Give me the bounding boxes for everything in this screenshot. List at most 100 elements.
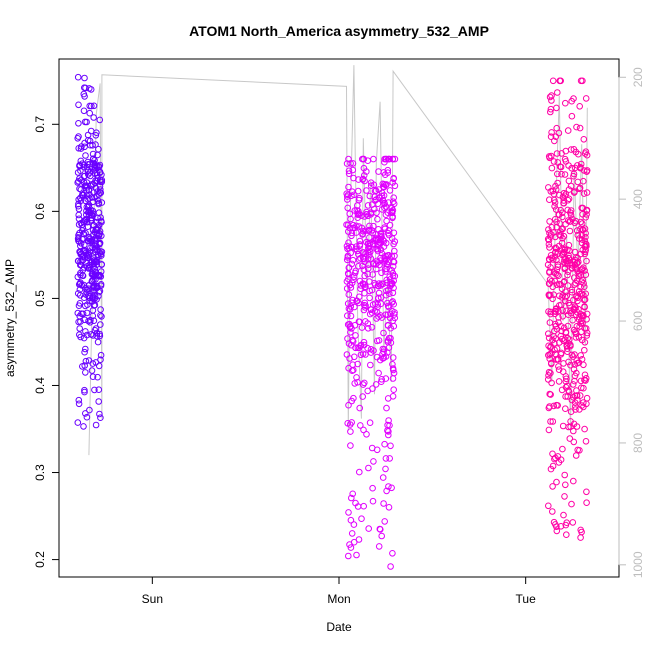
data-point (357, 254, 364, 262)
data-point (574, 297, 581, 305)
data-point (573, 392, 581, 399)
data-point (84, 167, 91, 174)
data-point (382, 455, 390, 462)
data-point (389, 207, 397, 214)
data-point (79, 248, 87, 255)
data-point (350, 174, 357, 182)
data-point (561, 493, 568, 500)
data-point (360, 426, 367, 434)
data-point (92, 325, 100, 332)
data-point (581, 425, 588, 433)
data-point (571, 306, 578, 314)
data-point (97, 351, 105, 359)
data-point (582, 271, 590, 279)
data-point (546, 269, 553, 276)
plot-frame (58, 58, 620, 578)
data-point (76, 161, 83, 169)
data-point (366, 251, 373, 259)
data-point (351, 303, 358, 311)
data-point (366, 226, 373, 234)
data-point (554, 179, 561, 187)
data-point (84, 237, 92, 245)
data-point (381, 440, 388, 448)
data-point (567, 260, 574, 267)
data-point (367, 182, 375, 189)
data-point (372, 381, 380, 388)
data-point (577, 534, 584, 541)
data-point (375, 543, 383, 550)
data-point (97, 414, 104, 422)
data-point (582, 377, 589, 384)
data-point (581, 346, 588, 354)
data-point (83, 413, 91, 421)
y-tick-label: 0.5 (33, 290, 47, 307)
y2-tick-label: 800 (631, 433, 645, 453)
data-point (348, 494, 355, 502)
data-point (385, 483, 392, 490)
data-point (568, 286, 576, 294)
data-point (358, 324, 366, 331)
data-point (369, 497, 377, 505)
data-point (388, 280, 396, 287)
data-point (349, 188, 356, 195)
data-point (562, 405, 569, 413)
data-point (381, 346, 388, 353)
data-point (581, 339, 589, 346)
data-point (581, 303, 588, 310)
data-point (83, 263, 91, 270)
data-point (570, 274, 578, 282)
data-point (570, 189, 578, 196)
data-point (351, 380, 359, 387)
data-point (582, 438, 590, 445)
data-point (86, 160, 93, 168)
data-point (375, 226, 382, 233)
data-point (565, 186, 573, 193)
data-point (546, 196, 553, 203)
data-point (80, 423, 87, 430)
data-point (563, 342, 571, 349)
data-point (375, 168, 382, 175)
data-point (571, 377, 578, 385)
data-point (562, 481, 569, 489)
data-point (84, 131, 92, 139)
data-point (391, 272, 399, 280)
data-point (382, 211, 390, 218)
data-point (97, 214, 104, 221)
data-point (385, 504, 393, 511)
data-point (563, 531, 570, 539)
data-point (576, 406, 583, 413)
data-point (389, 393, 397, 400)
data-point (582, 214, 590, 221)
data-point (551, 199, 559, 206)
data-point (378, 376, 386, 383)
data-point (384, 229, 392, 237)
data-point (581, 243, 589, 250)
data-point (89, 284, 96, 292)
data-point (360, 341, 368, 349)
data-point (94, 373, 101, 381)
data-point (373, 337, 381, 345)
data-point (361, 379, 368, 387)
data-point (547, 108, 554, 116)
scatter-points-layer (74, 73, 591, 570)
data-point (79, 310, 87, 318)
data-point (557, 77, 565, 85)
data-point (562, 393, 569, 400)
data-point (554, 170, 561, 178)
data-point (348, 232, 355, 240)
data-point (582, 233, 589, 241)
data-point (96, 116, 104, 124)
data-point (82, 369, 89, 376)
data-point (544, 376, 552, 383)
data-point (354, 210, 362, 218)
data-point (551, 310, 559, 318)
data-point (349, 490, 357, 498)
data-point (95, 288, 103, 296)
data-point (546, 93, 554, 101)
data-point (95, 191, 102, 198)
data-point (570, 296, 577, 304)
data-point (367, 361, 374, 369)
data-point (78, 143, 85, 150)
data-point (565, 311, 572, 319)
data-point (567, 207, 575, 214)
